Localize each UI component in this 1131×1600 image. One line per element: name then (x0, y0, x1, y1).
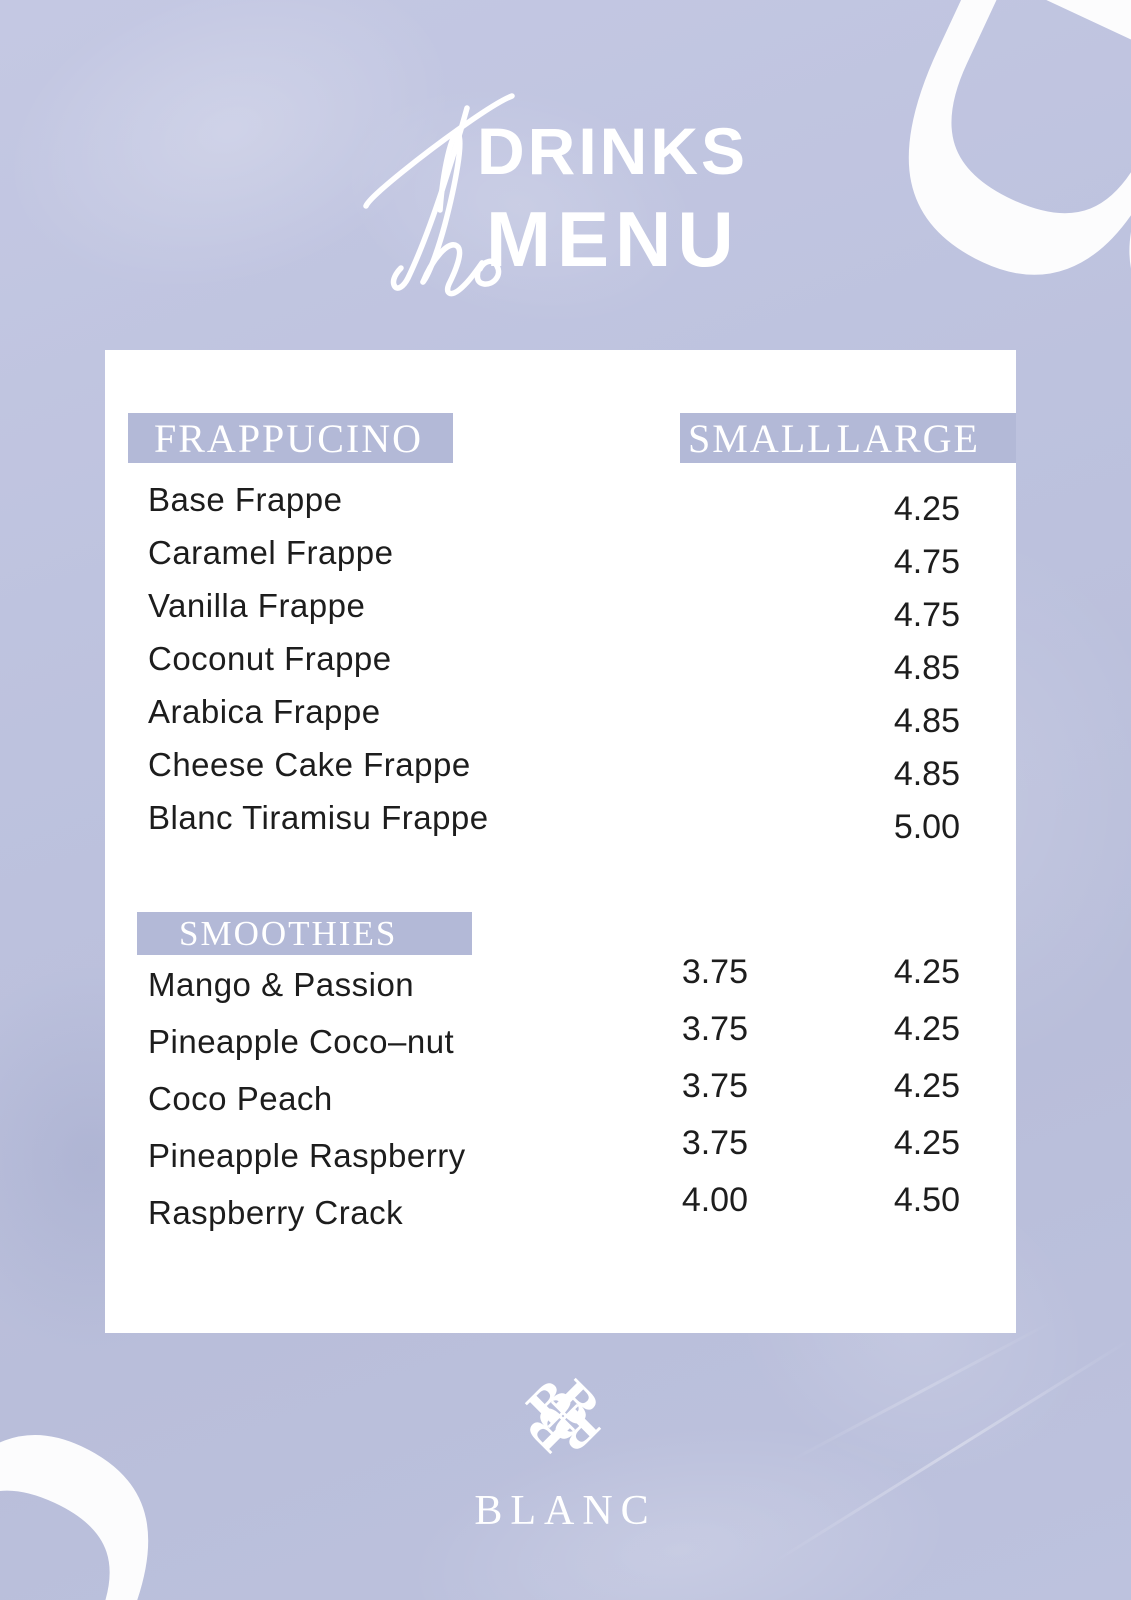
item-price-small: 3.75 (681, 953, 748, 991)
menu-item-row: Raspberry Crack 4.00 4.50 (148, 1181, 960, 1241)
column-label-small: SMALL (688, 415, 834, 461)
item-price-large: 4.50 (893, 1181, 960, 1219)
item-price-large: 4.85 (893, 649, 960, 687)
section-title-frappucino: FRAPPUCINO (154, 415, 423, 461)
item-price-large: 5.00 (893, 808, 960, 846)
item-price-small: 3.75 (681, 1010, 748, 1048)
item-name: Arabica Frappe (148, 692, 381, 730)
item-name: Pineapple Raspberry (148, 1136, 466, 1174)
item-price-large: 4.25 (893, 1124, 960, 1162)
title-menu: MENU (486, 195, 740, 283)
item-price-small: 3.75 (681, 1067, 748, 1105)
section-title-smoothies: SMOOTHIES (179, 913, 398, 953)
item-price-large: 4.25 (893, 490, 960, 528)
light-streak (787, 1319, 1055, 1464)
section-header-smoothies: SMOOTHIES (137, 912, 472, 955)
menu-item-row: Caramel Frappe 4.75 (148, 526, 960, 582)
item-name: Pineapple Coco–nut (148, 1022, 455, 1060)
frappucino-item-list: Base Frappe 4.25 Caramel Frappe 4.75 Van… (148, 473, 960, 847)
item-name: Cheese Cake Frappe (148, 745, 471, 783)
script-the-word-icon: The (363, 93, 515, 297)
item-price-large: 4.75 (893, 596, 960, 634)
section-header-frappucino: FRAPPUCINO (128, 413, 453, 463)
smoothies-item-list: Mango & Passion 3.75 4.25 Pineapple Coco… (148, 953, 960, 1241)
menu-card: FRAPPUCINO SMALL LARGE Base Frappe 4.25 … (105, 350, 1016, 1333)
menu-item-row: Coconut Frappe 4.85 (148, 632, 960, 688)
watercolor-wash (282, 1334, 1078, 1600)
item-price-small: 4.00 (681, 1181, 748, 1219)
item-price-large: 4.85 (893, 755, 960, 793)
item-name: Coco Peach (148, 1079, 333, 1117)
item-name: Base Frappe (148, 480, 343, 518)
item-name: Vanilla Frappe (148, 586, 366, 624)
size-columns-header: SMALL LARGE (680, 413, 1016, 463)
item-price-large: 4.25 (893, 953, 960, 991)
item-name: Raspberry Crack (148, 1193, 404, 1231)
blanc-monogram-icon: B B B B (513, 1366, 613, 1466)
menu-item-row: Coco Peach 3.75 4.25 (148, 1067, 960, 1127)
menu-item-row: Cheese Cake Frappe 4.85 (148, 738, 960, 794)
item-price-large: 4.85 (893, 702, 960, 740)
script-word-text: The (0, 0, 1, 1)
item-name: Blanc Tiramisu Frappe (148, 798, 489, 836)
menu-item-row: Pineapple Raspberry 3.75 4.25 (148, 1124, 960, 1184)
menu-item-row: Arabica Frappe 4.85 (148, 685, 960, 741)
item-name: Caramel Frappe (148, 533, 394, 571)
brand-name: BLANC (474, 1488, 657, 1534)
column-label-large: LARGE (836, 415, 980, 461)
item-price-large: 4.25 (893, 1067, 960, 1105)
item-price-large: 4.25 (893, 1010, 960, 1048)
menu-item-row: Vanilla Frappe 4.75 (148, 579, 960, 635)
menu-item-row: Base Frappe 4.25 (148, 473, 960, 529)
menu-item-row: Mango & Passion 3.75 4.25 (148, 953, 960, 1013)
item-price-large: 4.75 (893, 543, 960, 581)
item-name: Mango & Passion (148, 965, 415, 1003)
item-name: Coconut Frappe (148, 639, 392, 677)
menu-item-row: Pineapple Coco–nut 3.75 4.25 (148, 1010, 960, 1070)
title-drinks: DRINKS (477, 114, 749, 188)
item-price-small: 3.75 (681, 1124, 748, 1162)
menu-item-row: Blanc Tiramisu Frappe 5.00 (148, 791, 960, 847)
